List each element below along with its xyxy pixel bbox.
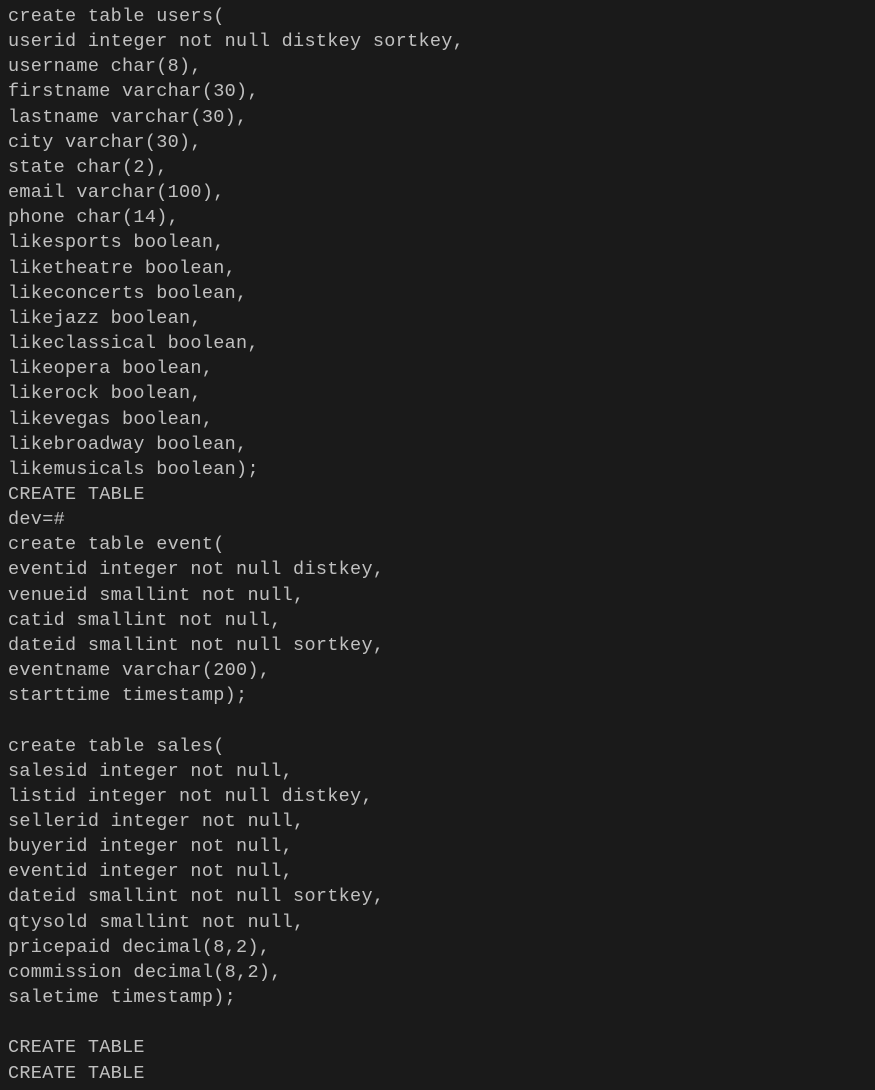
terminal-line: username char(8), [8, 54, 867, 79]
terminal-line: likerock boolean, [8, 381, 867, 406]
terminal-line: eventid integer not null distkey, [8, 557, 867, 582]
terminal-line: likeclassical boolean, [8, 331, 867, 356]
terminal-line: state char(2), [8, 155, 867, 180]
terminal-window[interactable]: create table users(userid integer not nu… [0, 0, 875, 1090]
terminal-line: liketheatre boolean, [8, 256, 867, 281]
terminal-line: venueid smallint not null, [8, 583, 867, 608]
terminal-line: firstname varchar(30), [8, 79, 867, 104]
terminal-line: create table users( [8, 4, 867, 29]
terminal-line [8, 1010, 867, 1035]
terminal-line: likevegas boolean, [8, 407, 867, 432]
terminal-line: likeopera boolean, [8, 356, 867, 381]
terminal-line: eventname varchar(200), [8, 658, 867, 683]
terminal-line: likebroadway boolean, [8, 432, 867, 457]
terminal-line: starttime timestamp); [8, 683, 867, 708]
terminal-line: city varchar(30), [8, 130, 867, 155]
terminal-line: CREATE TABLE [8, 1061, 867, 1086]
terminal-line [8, 708, 867, 733]
terminal-line: email varchar(100), [8, 180, 867, 205]
terminal-line: buyerid integer not null, [8, 834, 867, 859]
terminal-line: commission decimal(8,2), [8, 960, 867, 985]
terminal-line: dateid smallint not null sortkey, [8, 633, 867, 658]
terminal-line: dev=# [8, 507, 867, 532]
terminal-line: catid smallint not null, [8, 608, 867, 633]
terminal-line: listid integer not null distkey, [8, 784, 867, 809]
terminal-line: CREATE TABLE [8, 1035, 867, 1060]
terminal-line: likemusicals boolean); [8, 457, 867, 482]
terminal-line: pricepaid decimal(8,2), [8, 935, 867, 960]
terminal-line: likeconcerts boolean, [8, 281, 867, 306]
terminal-line: create table sales( [8, 734, 867, 759]
terminal-line: likesports boolean, [8, 230, 867, 255]
terminal-line: likejazz boolean, [8, 306, 867, 331]
terminal-line: create table event( [8, 532, 867, 557]
terminal-line: saletime timestamp); [8, 985, 867, 1010]
terminal-line: phone char(14), [8, 205, 867, 230]
terminal-line: salesid integer not null, [8, 759, 867, 784]
terminal-line: CREATE TABLE [8, 482, 867, 507]
terminal-line: qtysold smallint not null, [8, 910, 867, 935]
terminal-line: userid integer not null distkey sortkey, [8, 29, 867, 54]
terminal-line: eventid integer not null, [8, 859, 867, 884]
terminal-line: dateid smallint not null sortkey, [8, 884, 867, 909]
terminal-line: sellerid integer not null, [8, 809, 867, 834]
terminal-line: lastname varchar(30), [8, 105, 867, 130]
